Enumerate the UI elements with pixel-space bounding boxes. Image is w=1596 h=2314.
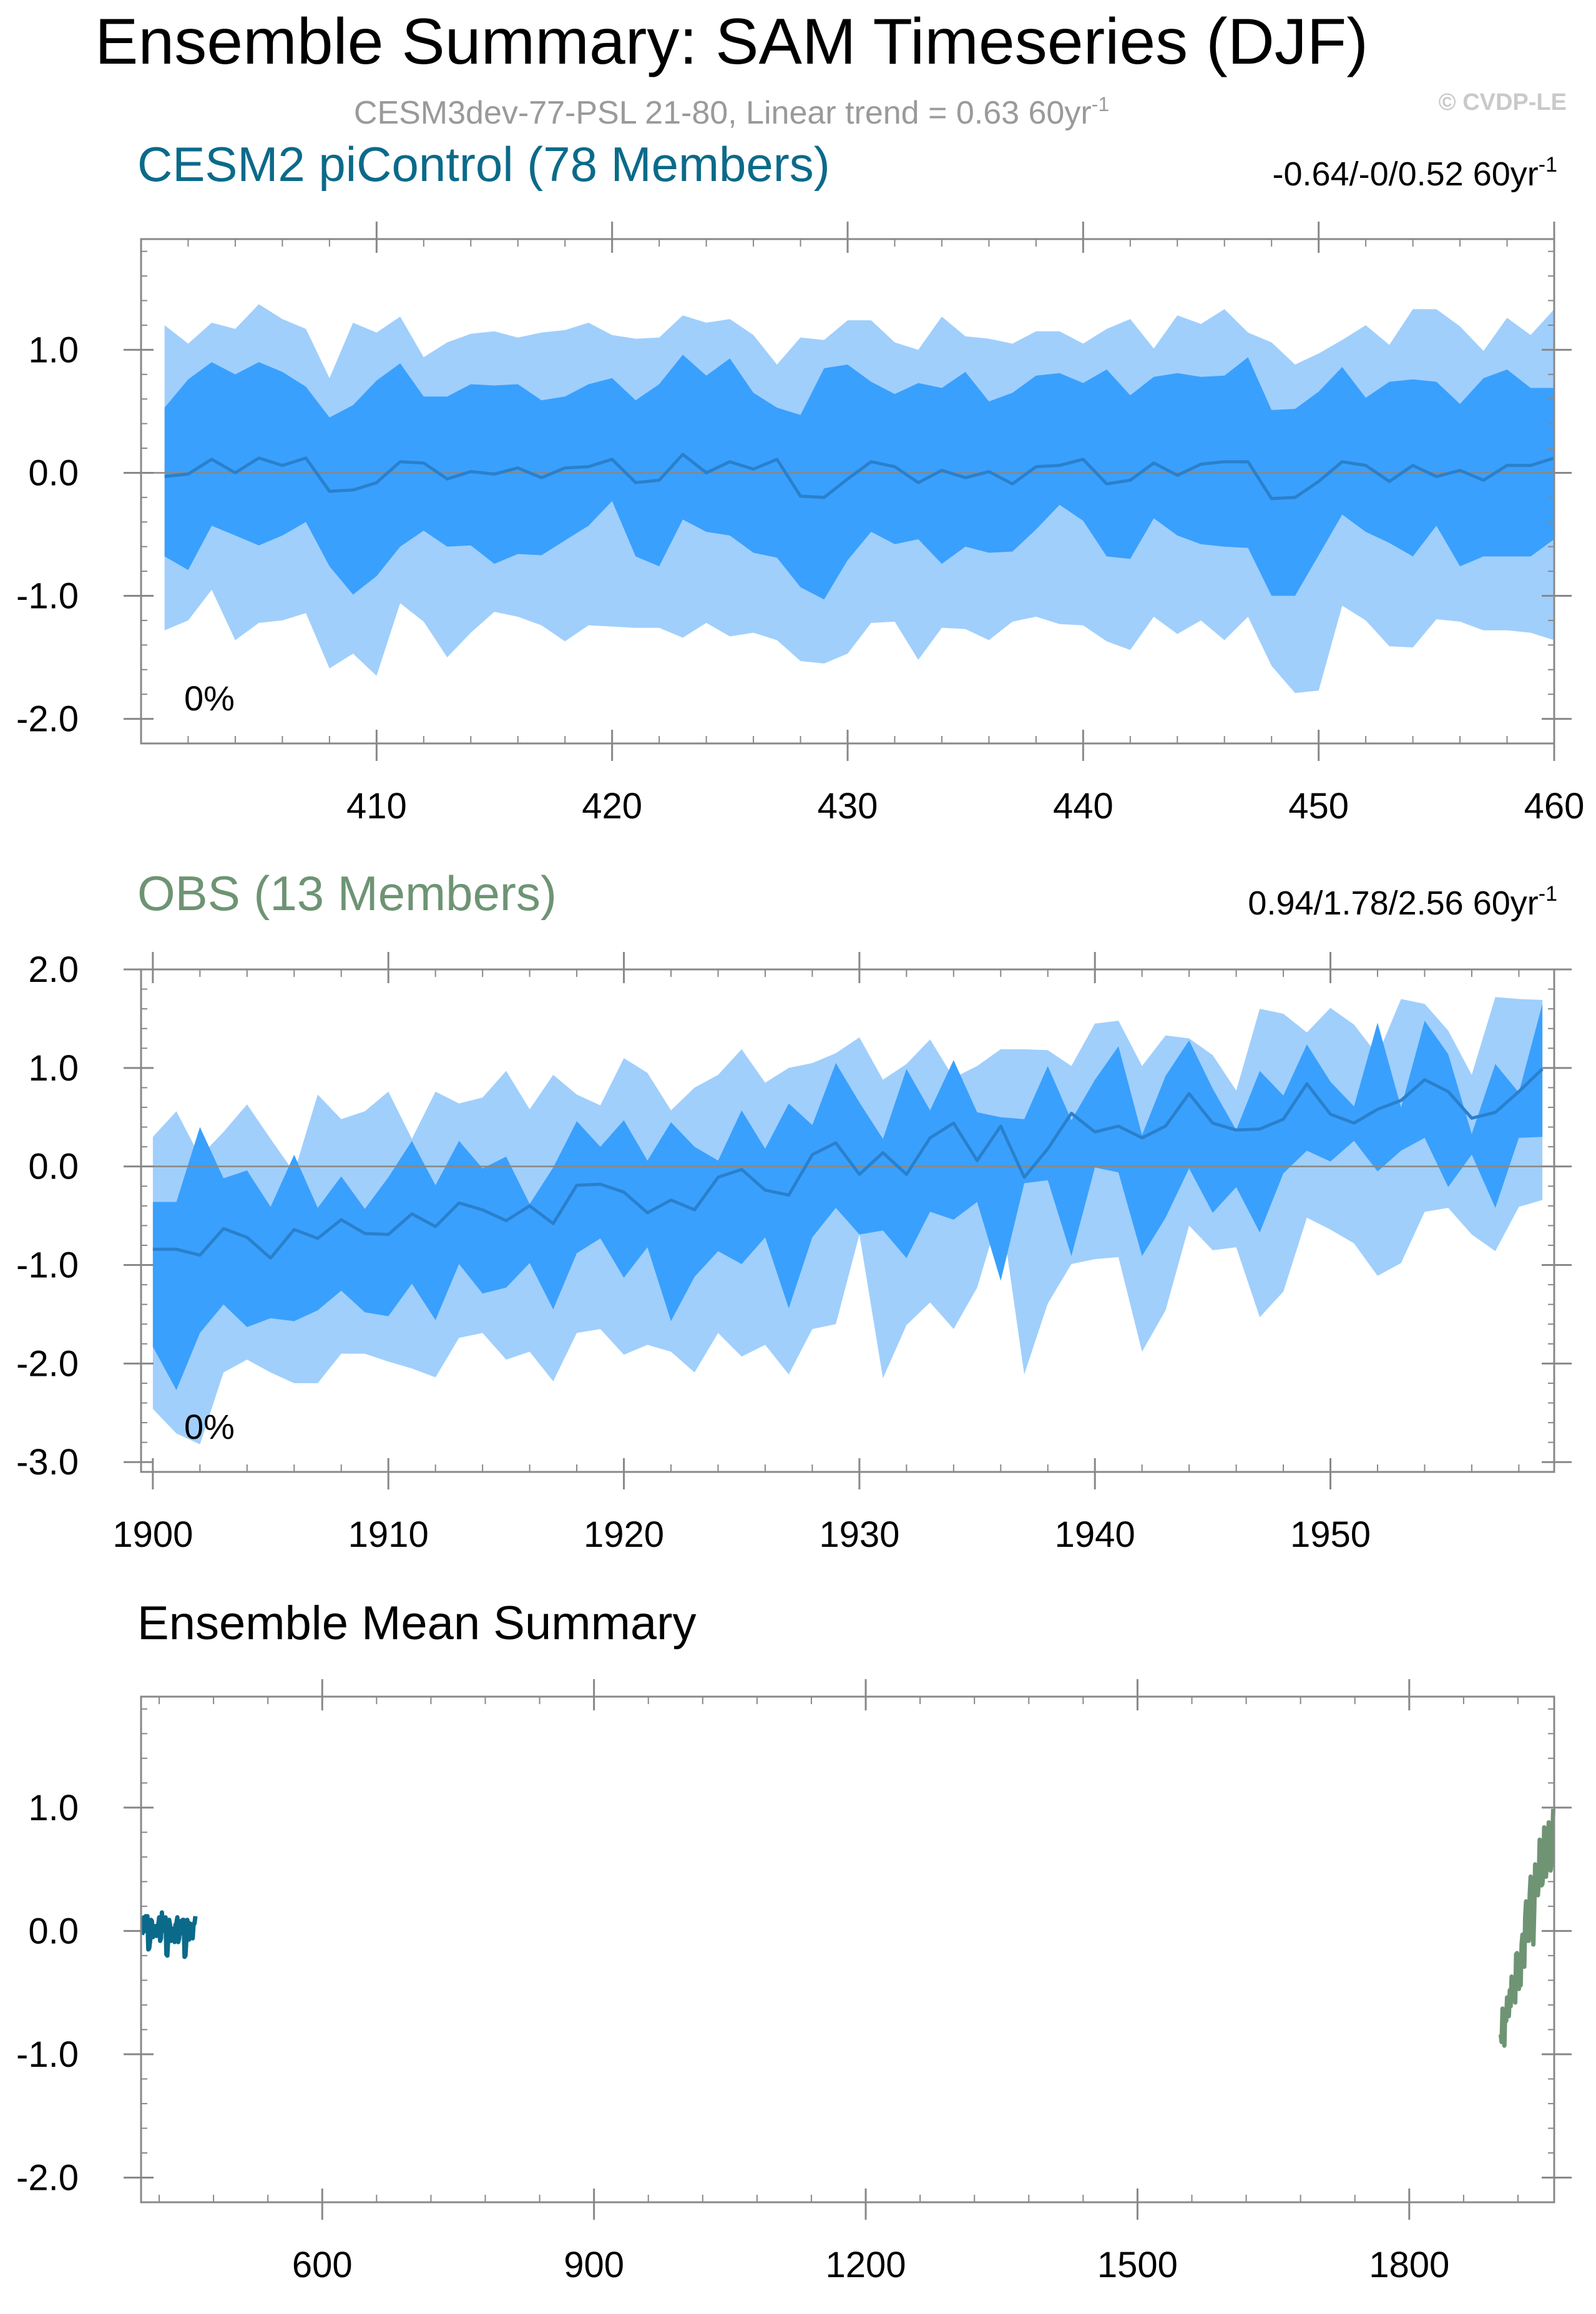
- credit-label: © CVDP-LE: [1439, 89, 1567, 115]
- obs-x-tick-label: 1910: [348, 1514, 429, 1555]
- cesm2-x-tick-labels: 410 420 430 440 450 460: [346, 786, 1584, 826]
- cesm2-trend-sup: -1: [1539, 153, 1557, 177]
- cesm2-mean-line-group: [164, 453, 1555, 501]
- summary-x-tick-label: 1800: [1369, 2245, 1449, 2285]
- cesm2-band-25-75: [164, 355, 1555, 600]
- obs-mean-line-group: [152, 1067, 1544, 1260]
- obs-y-tick-label: 2.0: [28, 949, 79, 990]
- figure-subtitle-sup: -1: [1092, 93, 1109, 115]
- obs-x-tick-label: 1900: [112, 1514, 193, 1555]
- obs-panel-title: OBS (13 Members): [137, 866, 557, 921]
- cesm2-y-tick-label: 1.0: [28, 330, 79, 370]
- obs-x-tick-label: 1930: [819, 1514, 899, 1555]
- summary-y-tick-label: 0.0: [28, 1911, 79, 1951]
- cesm2-x-tick-label: 440: [1053, 786, 1114, 826]
- cesm2-y-tick-label: -1.0: [16, 576, 79, 617]
- obs-trend-label: 0.94/1.78/2.56 60yr-1: [1248, 882, 1557, 922]
- obs-y-tick-label: 0.0: [28, 1147, 79, 1187]
- summary-x-tick-label: 1500: [1097, 2245, 1178, 2285]
- ensemble-mean-title: Ensemble Mean Summary: [137, 1597, 696, 1650]
- figure-title: Ensemble Summary: SAM Timeseries (DJF): [95, 6, 1368, 78]
- obs-percent-label: 0%: [184, 1407, 235, 1446]
- figure-subtitle: CESM3dev-77-PSL 21-80, Linear trend = 0.…: [354, 93, 1109, 131]
- ensemble-mean-panel: Ensemble Mean Summary -2.0 -1.0 0.0 1.0 600…: [16, 1597, 1572, 2285]
- obs-y-tick-label: -2.0: [16, 1343, 79, 1384]
- obs-ensemble-mean-line: [152, 1067, 1544, 1260]
- obs-x-tick-label: 1920: [584, 1514, 664, 1555]
- cesm2-y-tick-labels: -2.0 -1.0 0.0 1.0: [16, 330, 79, 739]
- cesm2-panel-title: CESM2 piControl (78 Members): [137, 137, 830, 192]
- obs-y-tick-label: 1.0: [28, 1048, 79, 1089]
- cesm2-y-tick-label: -2.0: [16, 699, 79, 740]
- cesm2-y-tick-label: 0.0: [28, 453, 79, 493]
- obs-trend-value: 0.94/1.78/2.56 60yr: [1248, 885, 1538, 922]
- summary-obs-mean-line: [1498, 1808, 1555, 2048]
- cesm2-picontrol-panel: CESM2 piControl (78 Members) -0.64/-0/0.…: [16, 137, 1584, 826]
- summary-y-tick-labels: -2.0 -1.0 0.0 1.0: [16, 1788, 79, 2199]
- summary-x-tick-labels: 600 900 1200 1500 1800: [292, 2245, 1449, 2285]
- summary-plot-frame: [140, 1695, 1555, 2204]
- cesm2-x-tick-label: 460: [1524, 786, 1585, 826]
- summary-cesm2-mean-line: [140, 1910, 198, 1959]
- obs-trend-sup: -1: [1539, 882, 1557, 906]
- obs-panel: OBS (13 Members) 0.94/1.78/2.56 60yr-1 0…: [16, 866, 1572, 1555]
- cesm2-x-tick-label: 450: [1288, 786, 1349, 826]
- summary-x-tick-label: 1200: [826, 2245, 906, 2285]
- cesm2-trend-label: -0.64/-0/0.52 60yr-1: [1273, 153, 1558, 193]
- obs-y-tick-label: -1.0: [16, 1245, 79, 1286]
- summary-ticks: [124, 1679, 1572, 2220]
- cesm2-plot-frame: [140, 238, 1555, 745]
- obs-y-tick-label: -3.0: [16, 1442, 79, 1483]
- obs-y-tick-labels: -3.0 -2.0 -1.0 0.0 1.0 2.0: [16, 949, 79, 1483]
- cesm2-percent-label: 0%: [184, 679, 235, 718]
- summary-x-tick-label: 600: [292, 2245, 353, 2285]
- cesm2-ensemble-mean-line: [164, 453, 1555, 501]
- cesm2-ticks: [124, 222, 1572, 761]
- cesm2-x-tick-label: 430: [818, 786, 878, 826]
- cesm2-x-tick-label: 420: [582, 786, 642, 826]
- obs-x-tick-label: 1940: [1055, 1514, 1135, 1555]
- summary-y-tick-label: -2.0: [16, 2157, 79, 2198]
- cesm2-bands: [164, 304, 1555, 694]
- cesm2-trend-value: -0.64/-0/0.52 60yr: [1273, 155, 1539, 193]
- summary-lines: [140, 1808, 1555, 2048]
- summary-x-tick-label: 900: [564, 2245, 624, 2285]
- obs-plot-frame: [140, 968, 1555, 1473]
- figure-subtitle-main: CESM3dev-77-PSL 21-80, Linear trend = 0.…: [354, 95, 1092, 131]
- obs-x-tick-labels: 1900 1910 1920 1930 1940 1950: [112, 1514, 1371, 1555]
- obs-bands: [152, 997, 1543, 1444]
- summary-y-tick-label: 1.0: [28, 1788, 79, 1828]
- obs-x-tick-label: 1950: [1290, 1514, 1371, 1555]
- cesm2-x-tick-label: 410: [346, 786, 407, 826]
- summary-y-tick-label: -1.0: [16, 2034, 79, 2075]
